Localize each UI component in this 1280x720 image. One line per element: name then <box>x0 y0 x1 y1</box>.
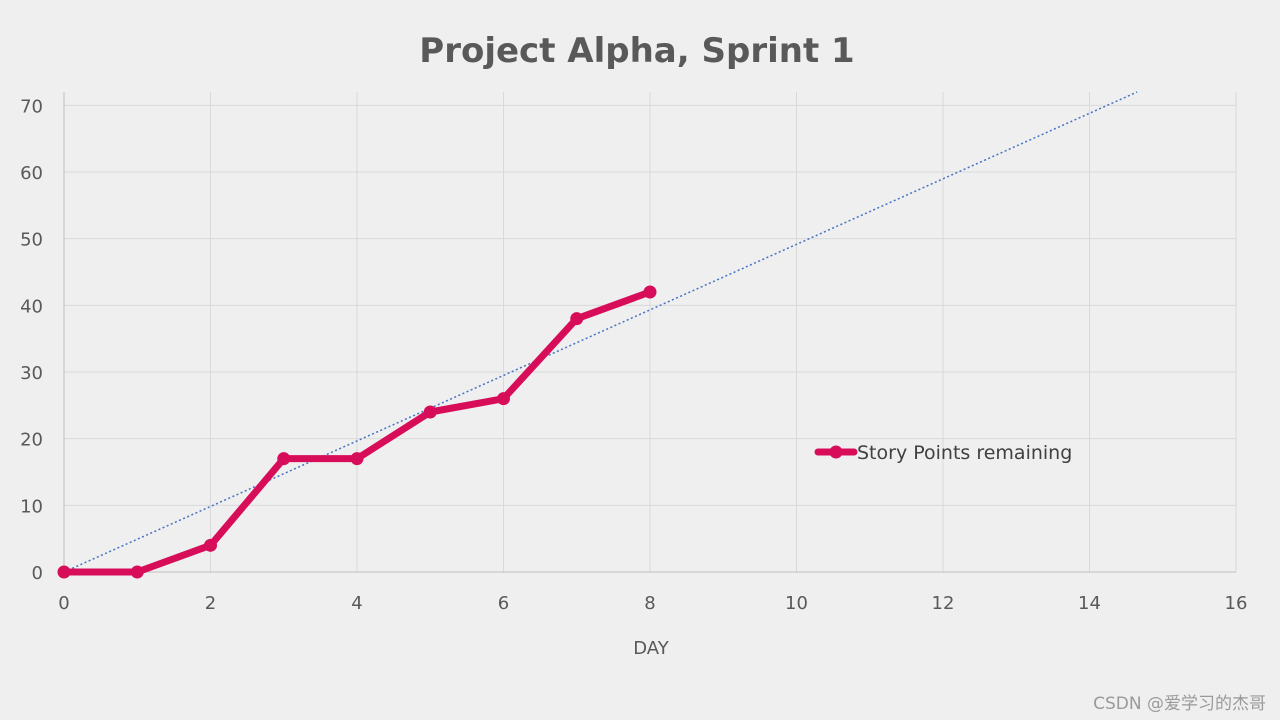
x-tick-label: 16 <box>1225 593 1248 614</box>
x-tick-label: 14 <box>1078 593 1101 614</box>
x-tick-label: 2 <box>205 593 216 614</box>
y-tick-label: 70 <box>20 96 43 117</box>
gridlines <box>64 92 1237 572</box>
x-tick-label: 4 <box>351 593 362 614</box>
chart-title: Project Alpha, Sprint 1 <box>419 31 854 71</box>
data-point <box>57 565 71 579</box>
y-tick-label: 60 <box>20 163 43 184</box>
x-tick-label: 0 <box>58 593 69 614</box>
y-tick-label: 40 <box>20 296 43 317</box>
x-tick-label: 8 <box>644 593 655 614</box>
x-axis-ticks: 0 2 4 6 8 10 12 14 16 <box>58 593 1247 614</box>
legend: Story Points remaining <box>814 442 1072 464</box>
y-tick-label: 20 <box>20 430 43 451</box>
y-tick-label: 50 <box>20 230 43 251</box>
data-point <box>204 538 217 552</box>
data-point <box>130 565 144 579</box>
data-point <box>277 452 291 466</box>
y-axis-ticks: 0 10 20 30 40 50 60 70 <box>20 96 43 584</box>
y-tick-label: 0 <box>32 563 43 584</box>
y-tick-label: 10 <box>20 496 43 517</box>
data-point <box>570 312 584 326</box>
data-point <box>423 405 437 419</box>
x-tick-label: 12 <box>932 593 955 614</box>
x-tick-label: 6 <box>498 593 509 614</box>
x-tick-label: 10 <box>785 593 808 614</box>
series-group <box>57 285 657 579</box>
axes <box>63 92 1236 573</box>
watermark: CSDN @爱学习的杰哥 <box>1093 694 1266 714</box>
y-tick-label: 30 <box>20 363 43 384</box>
trendline <box>63 91 1138 573</box>
data-point <box>643 285 657 299</box>
x-axis-title: DAY <box>633 638 669 659</box>
trendline-line <box>63 91 1138 573</box>
data-point <box>497 392 510 406</box>
legend-label: Story Points remaining <box>857 442 1072 464</box>
data-point <box>350 452 364 466</box>
legend-marker <box>829 445 843 459</box>
